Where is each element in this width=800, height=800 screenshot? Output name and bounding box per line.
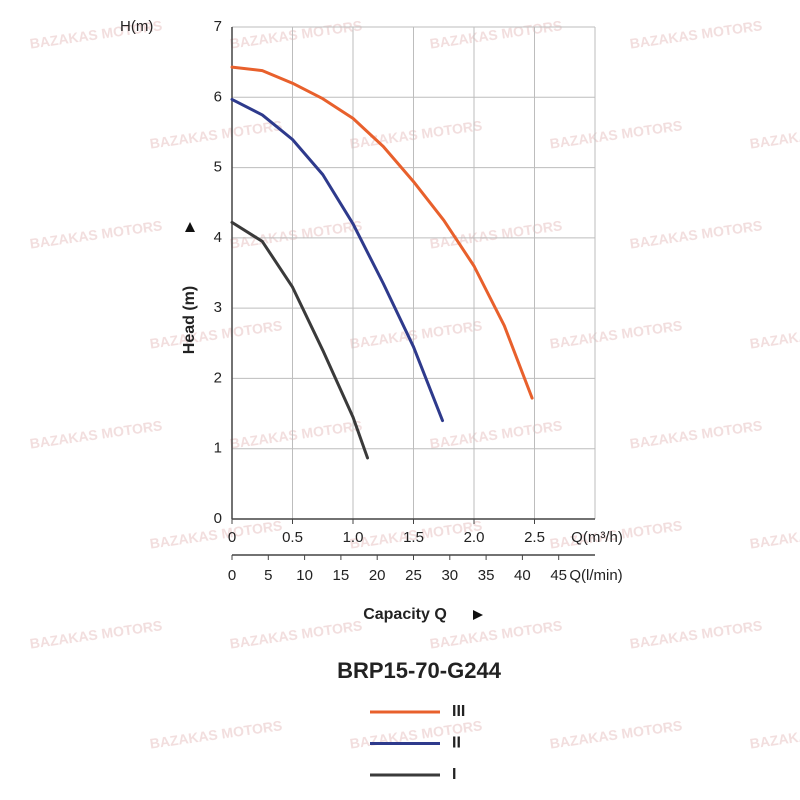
watermark-text: BAZAKAS MOTORS	[749, 117, 800, 151]
x-tick-label: 1.0	[343, 529, 364, 546]
curve	[230, 65, 534, 400]
watermark-text: BAZAKAS MOTORS	[429, 217, 563, 251]
x2-tick-label: 20	[369, 567, 386, 584]
x2-tick-label: 25	[405, 567, 422, 584]
watermark-text: BAZAKAS MOTORS	[629, 217, 763, 251]
watermark-text: BAZAKAS MOTORS	[549, 317, 683, 351]
x2-unit-label: Q(l/min)	[569, 567, 622, 584]
watermark-text: BAZAKAS MOTORS	[149, 717, 283, 751]
y-tick-label: 7	[214, 18, 222, 35]
x-tick-label: 0.5	[282, 529, 303, 546]
watermark-text: BAZAKAS MOTORS	[749, 317, 800, 351]
x2-tick-label: 5	[264, 567, 272, 584]
watermark-text: BAZAKAS MOTORS	[549, 717, 683, 751]
x-tick-label: 1.5	[403, 529, 424, 546]
watermark-text: BAZAKAS MOTORS	[549, 117, 683, 151]
y-tick-label: 3	[214, 299, 222, 316]
watermark-text: BAZAKAS MOTORS	[749, 517, 800, 551]
y-tick-label: 0	[214, 510, 222, 527]
watermark-text: BAZAKAS MOTORS	[629, 17, 763, 51]
x2-tick-label: 10	[296, 567, 313, 584]
watermark-text: BAZAKAS MOTORS	[229, 17, 363, 51]
watermark-text: BAZAKAS MOTORS	[229, 617, 363, 651]
x2-tick-label: 40	[514, 567, 531, 584]
x2-tick-label: 0	[228, 567, 236, 584]
x2-tick-label: 35	[478, 567, 495, 584]
x2-tick-label: 30	[441, 567, 458, 584]
watermark-text: BAZAKAS MOTORS	[349, 717, 483, 751]
watermark-text: BAZAKAS MOTORS	[629, 417, 763, 451]
watermark-text: BAZAKAS MOTORS	[29, 417, 163, 451]
watermark-text: BAZAKAS MOTORS	[749, 717, 800, 751]
x-arrow	[473, 610, 483, 620]
curve	[230, 97, 444, 423]
legend-label: II	[452, 735, 461, 752]
watermark-layer: BAZAKAS MOTORS BAZAKAS MOTORS BAZAKAS MOTO…	[29, 17, 800, 751]
watermark-text: BAZAKAS MOTORS	[29, 217, 163, 251]
watermark-text: BAZAKAS MOTORS	[229, 417, 363, 451]
watermark-text: BAZAKAS MOTORS	[29, 617, 163, 651]
y-tick-label: 4	[214, 229, 222, 246]
y-axis-title: Head (m)	[181, 286, 198, 354]
y-tick-label: 2	[214, 369, 222, 386]
y-tick-label: 6	[214, 88, 222, 105]
watermark-text: BAZAKAS MOTORS	[629, 617, 763, 651]
x-tick-label: 2.0	[464, 529, 485, 546]
watermark-text: BAZAKAS MOTORS	[429, 17, 563, 51]
x2-tick-label: 15	[333, 567, 350, 584]
curve	[230, 220, 369, 460]
x-unit-label: Q(m³/h)	[571, 529, 623, 546]
watermark-text: BAZAKAS MOTORS	[349, 317, 483, 351]
watermark-text: BAZAKAS MOTORS	[149, 117, 283, 151]
x-tick-label: 0	[228, 529, 236, 546]
x-tick-label: 2.5	[524, 529, 545, 546]
y-tick-label: 5	[214, 159, 222, 176]
y-tick-label: 1	[214, 440, 222, 457]
y-arrow	[185, 222, 195, 232]
chart-title: BRP15-70-G244	[337, 658, 502, 683]
watermark-text: BAZAKAS MOTORS	[429, 417, 563, 451]
x2-tick-label: 45	[550, 567, 567, 584]
legend-label: I	[452, 766, 456, 783]
y-unit-label: H(m)	[120, 18, 153, 35]
x-axis-title: Capacity Q	[363, 606, 447, 623]
watermark-text: BAZAKAS MOTORS	[429, 617, 563, 651]
legend-label: III	[452, 703, 465, 720]
watermark-text: BAZAKAS MOTORS	[149, 317, 283, 351]
